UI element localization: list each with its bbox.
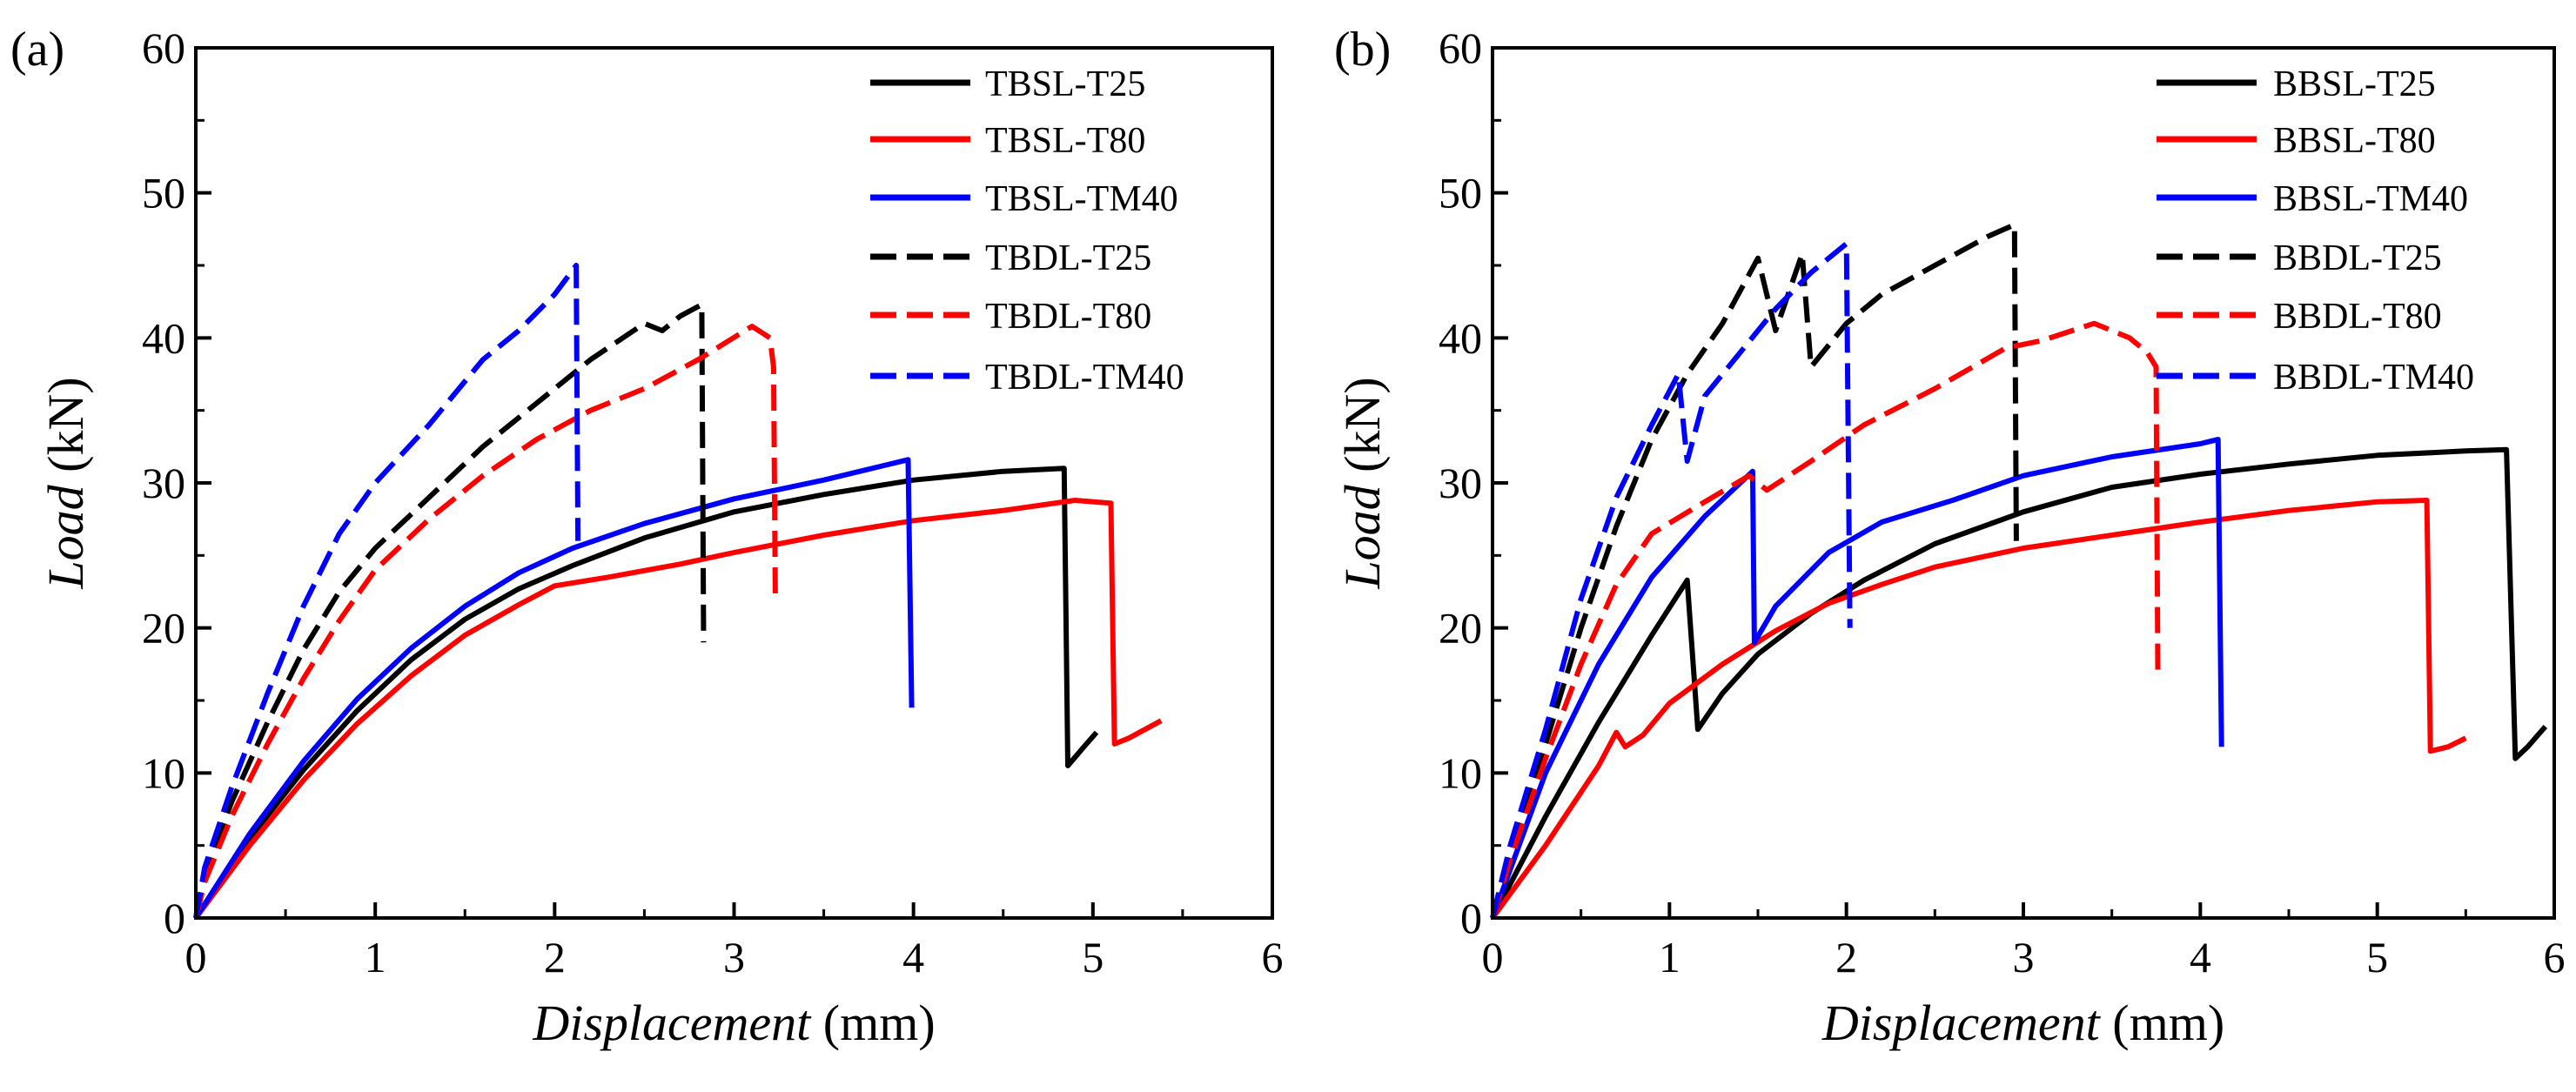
series-line-BBDL-TM40	[1490, 241, 1853, 919]
series-line-BBDL-T80	[1490, 320, 2161, 919]
legend-label-TBSL-TM40: TBSL-TM40	[985, 179, 1178, 219]
x-tick-label: 2	[544, 933, 566, 981]
y-tick-label: 0	[164, 894, 185, 942]
x-axis-title: Displacement (mm)	[1821, 995, 2224, 1051]
x-tick-label: 4	[902, 933, 924, 981]
legend: BBSL-T25 BBSL-T80 BBSL-TM40 BBDL-T25 BBDL-T8…	[2157, 64, 2474, 398]
plot-frame	[194, 46, 1274, 920]
series-line-TBSL-T80	[193, 498, 1163, 920]
legend-label-BBSL-T25: BBSL-T25	[2273, 64, 2436, 104]
x-axis-title-unit: (mm)	[810, 995, 935, 1051]
legend-label-BBDL-TM40: BBDL-TM40	[2273, 358, 2474, 398]
y-tick-label: 50	[1439, 169, 1482, 218]
series-line-TBSL-T25	[193, 466, 1099, 920]
x-axis-title-unit: (mm)	[2100, 995, 2224, 1051]
legend-label-TBDL-T80: TBDL-T80	[985, 297, 1151, 337]
legend-label-BBSL-TM40: BBSL-TM40	[2273, 179, 2468, 219]
y-tick-label: 60	[1439, 23, 1482, 72]
legend-label-TBSL-T80: TBSL-T80	[985, 121, 1145, 161]
x-tick-label: 6	[2544, 933, 2566, 981]
series-line-TBSL-TM40	[193, 457, 915, 920]
x-tick-label: 5	[1082, 933, 1104, 981]
y-tick-label: 10	[1439, 748, 1482, 797]
y-axis-title-unit: (kN)	[1334, 377, 1391, 485]
x-tick-label: 6	[1262, 933, 1284, 981]
x-tick-label: 1	[365, 933, 386, 981]
series-line-BBSL-T80	[1490, 498, 2467, 920]
legend-label-TBDL-T25: TBDL-T25	[985, 238, 1151, 278]
plot-frame	[1491, 46, 2556, 920]
y-tick-label: 40	[142, 313, 185, 362]
legend-label-BBDL-T80: BBDL-T80	[2273, 297, 2442, 337]
y-tick-label: 20	[142, 604, 185, 653]
series-line-BBDL-T25	[1490, 222, 2019, 919]
y-tick-label: 30	[1439, 459, 1482, 507]
legend: TBSL-T25 TBSL-T80 TBSL-TM40 TBDL-T25 TBDL-T8…	[870, 64, 1184, 398]
series-line-TBDL-T80	[193, 324, 778, 919]
y-axis-title: Load (kN)	[1334, 377, 1391, 589]
x-tick-label: 0	[185, 933, 207, 981]
y-tick-label: 20	[1439, 604, 1482, 653]
series-line-TBDL-TM40	[193, 263, 581, 919]
y-axis-title-unit: (kN)	[37, 377, 94, 485]
legend-label-TBDL-TM40: TBDL-TM40	[985, 358, 1184, 398]
y-tick-label: 30	[142, 459, 185, 507]
x-axis-title: Displacement (mm)	[532, 995, 935, 1051]
x-tick-label: 4	[2190, 933, 2211, 981]
panel-label: (b)	[1334, 23, 1391, 77]
x-tick-label: 2	[1835, 933, 1857, 981]
y-axis-title-italic: Load	[37, 484, 94, 589]
x-axis-title-italic: Displacement	[532, 995, 812, 1051]
x-tick-label: 3	[723, 933, 745, 981]
legend-label-BBDL-T25: BBDL-T25	[2273, 238, 2442, 278]
y-tick-label: 0	[1460, 894, 1482, 942]
x-tick-label: 1	[1659, 933, 1680, 981]
x-axis-title-italic: Displacement	[1821, 995, 2102, 1051]
x-tick-label: 5	[2366, 933, 2388, 981]
y-tick-label: 60	[142, 23, 185, 72]
x-tick-label: 3	[2013, 933, 2035, 981]
y-tick-label: 10	[142, 748, 185, 797]
legend-label-BBSL-T80: BBSL-T80	[2273, 121, 2436, 161]
series-line-TBDL-T25	[193, 302, 707, 919]
series-line-BBSL-T25	[1490, 446, 2548, 920]
x-tick-label: 0	[1482, 933, 1504, 981]
panel-label: (a)	[10, 23, 64, 77]
y-axis-title-italic: Load	[1334, 484, 1391, 589]
y-tick-label: 50	[142, 169, 185, 218]
legend-label-TBSL-T25: TBSL-T25	[985, 64, 1145, 104]
y-axis-title: Load (kN)	[37, 377, 94, 589]
series-line-BBSL-TM40	[1490, 437, 2224, 920]
y-tick-label: 40	[1439, 313, 1482, 362]
